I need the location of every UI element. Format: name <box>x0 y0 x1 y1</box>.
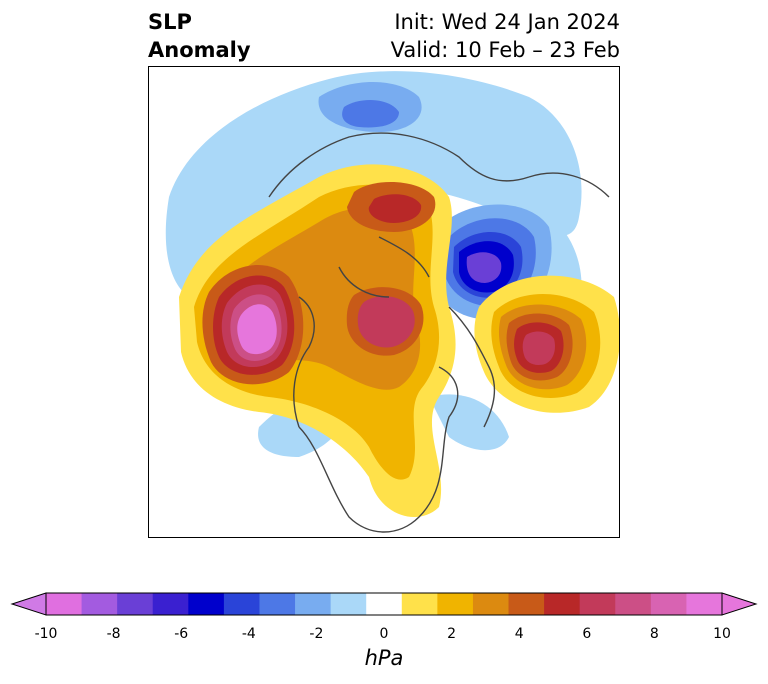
anomaly-map <box>165 71 619 533</box>
colorbar-swatch <box>46 593 83 615</box>
anomaly-region-pos-barents-core <box>368 194 422 223</box>
colorbar-swatch <box>259 593 296 615</box>
colorbar-tick-label: -2 <box>309 626 324 642</box>
colorbar-swatch <box>330 593 367 615</box>
colorbar-tick-label: 8 <box>649 626 659 642</box>
colorbar-swatch <box>152 593 189 615</box>
colorbar-unit-label: hPa <box>364 646 404 670</box>
colorbar-extend-low <box>10 592 47 616</box>
colorbar-outline <box>45 592 723 616</box>
colorbar-swatch <box>686 593 723 615</box>
colorbar-swatch <box>544 593 581 615</box>
colorbar-swatch <box>579 593 616 615</box>
colorbar-swatch <box>508 593 545 615</box>
colorbar-swatch <box>117 593 154 615</box>
colorbar-tick-label: -4 <box>241 626 256 642</box>
colorbar-tick-label: -8 <box>106 626 121 642</box>
init-date-label: Init: Wed 24 Jan 2024 <box>394 10 620 34</box>
colorbar-tick-label: -10 <box>34 626 58 642</box>
chart-title-left: SLP Anomaly <box>148 8 251 64</box>
colorbar-swatch <box>188 593 225 615</box>
title-variable: SLP <box>148 10 192 34</box>
colorbar-tick-label: 10 <box>713 626 731 642</box>
colorbar-swatch <box>401 593 438 615</box>
colorbar-tick-label: 6 <box>582 626 592 642</box>
title-quantity: Anomaly <box>148 38 251 62</box>
valid-period-label: Valid: 10 Feb – 23 Feb <box>390 38 620 62</box>
coastlines <box>268 132 610 533</box>
colorbar-tick-label: 2 <box>447 626 457 642</box>
colorbar-swatch <box>615 593 652 615</box>
colorbar-graphic <box>10 592 758 616</box>
anomaly-region-pos-pacific-core <box>237 304 277 355</box>
colorbar-swatch <box>295 593 332 615</box>
anomaly-region-pos-kamchatka-core <box>522 331 555 365</box>
map-panel <box>148 66 620 538</box>
colorbar-swatch <box>81 593 118 615</box>
colorbar-swatch <box>650 593 687 615</box>
anomaly-region-neg-russia-core <box>466 252 502 283</box>
colorbar-tick-label: -6 <box>174 626 189 642</box>
chart-title-right: Init: Wed 24 Jan 2024 Valid: 10 Feb – 23… <box>391 8 620 64</box>
anomaly-region-pos-arctic-core <box>357 296 415 348</box>
colorbar-tick-label: 0 <box>379 626 389 642</box>
colorbar-tick-label: 4 <box>514 626 524 642</box>
colorbar-extend-high <box>721 592 758 616</box>
colorbar-swatch <box>366 593 403 615</box>
anomaly-region-neg-ne <box>429 394 509 451</box>
colorbar-swatch <box>472 593 510 615</box>
colorbar <box>0 588 768 628</box>
colorbar-swatch <box>223 593 260 615</box>
colorbar-swatch <box>437 593 474 615</box>
anomaly-region-neg-siberia-core <box>342 100 399 128</box>
